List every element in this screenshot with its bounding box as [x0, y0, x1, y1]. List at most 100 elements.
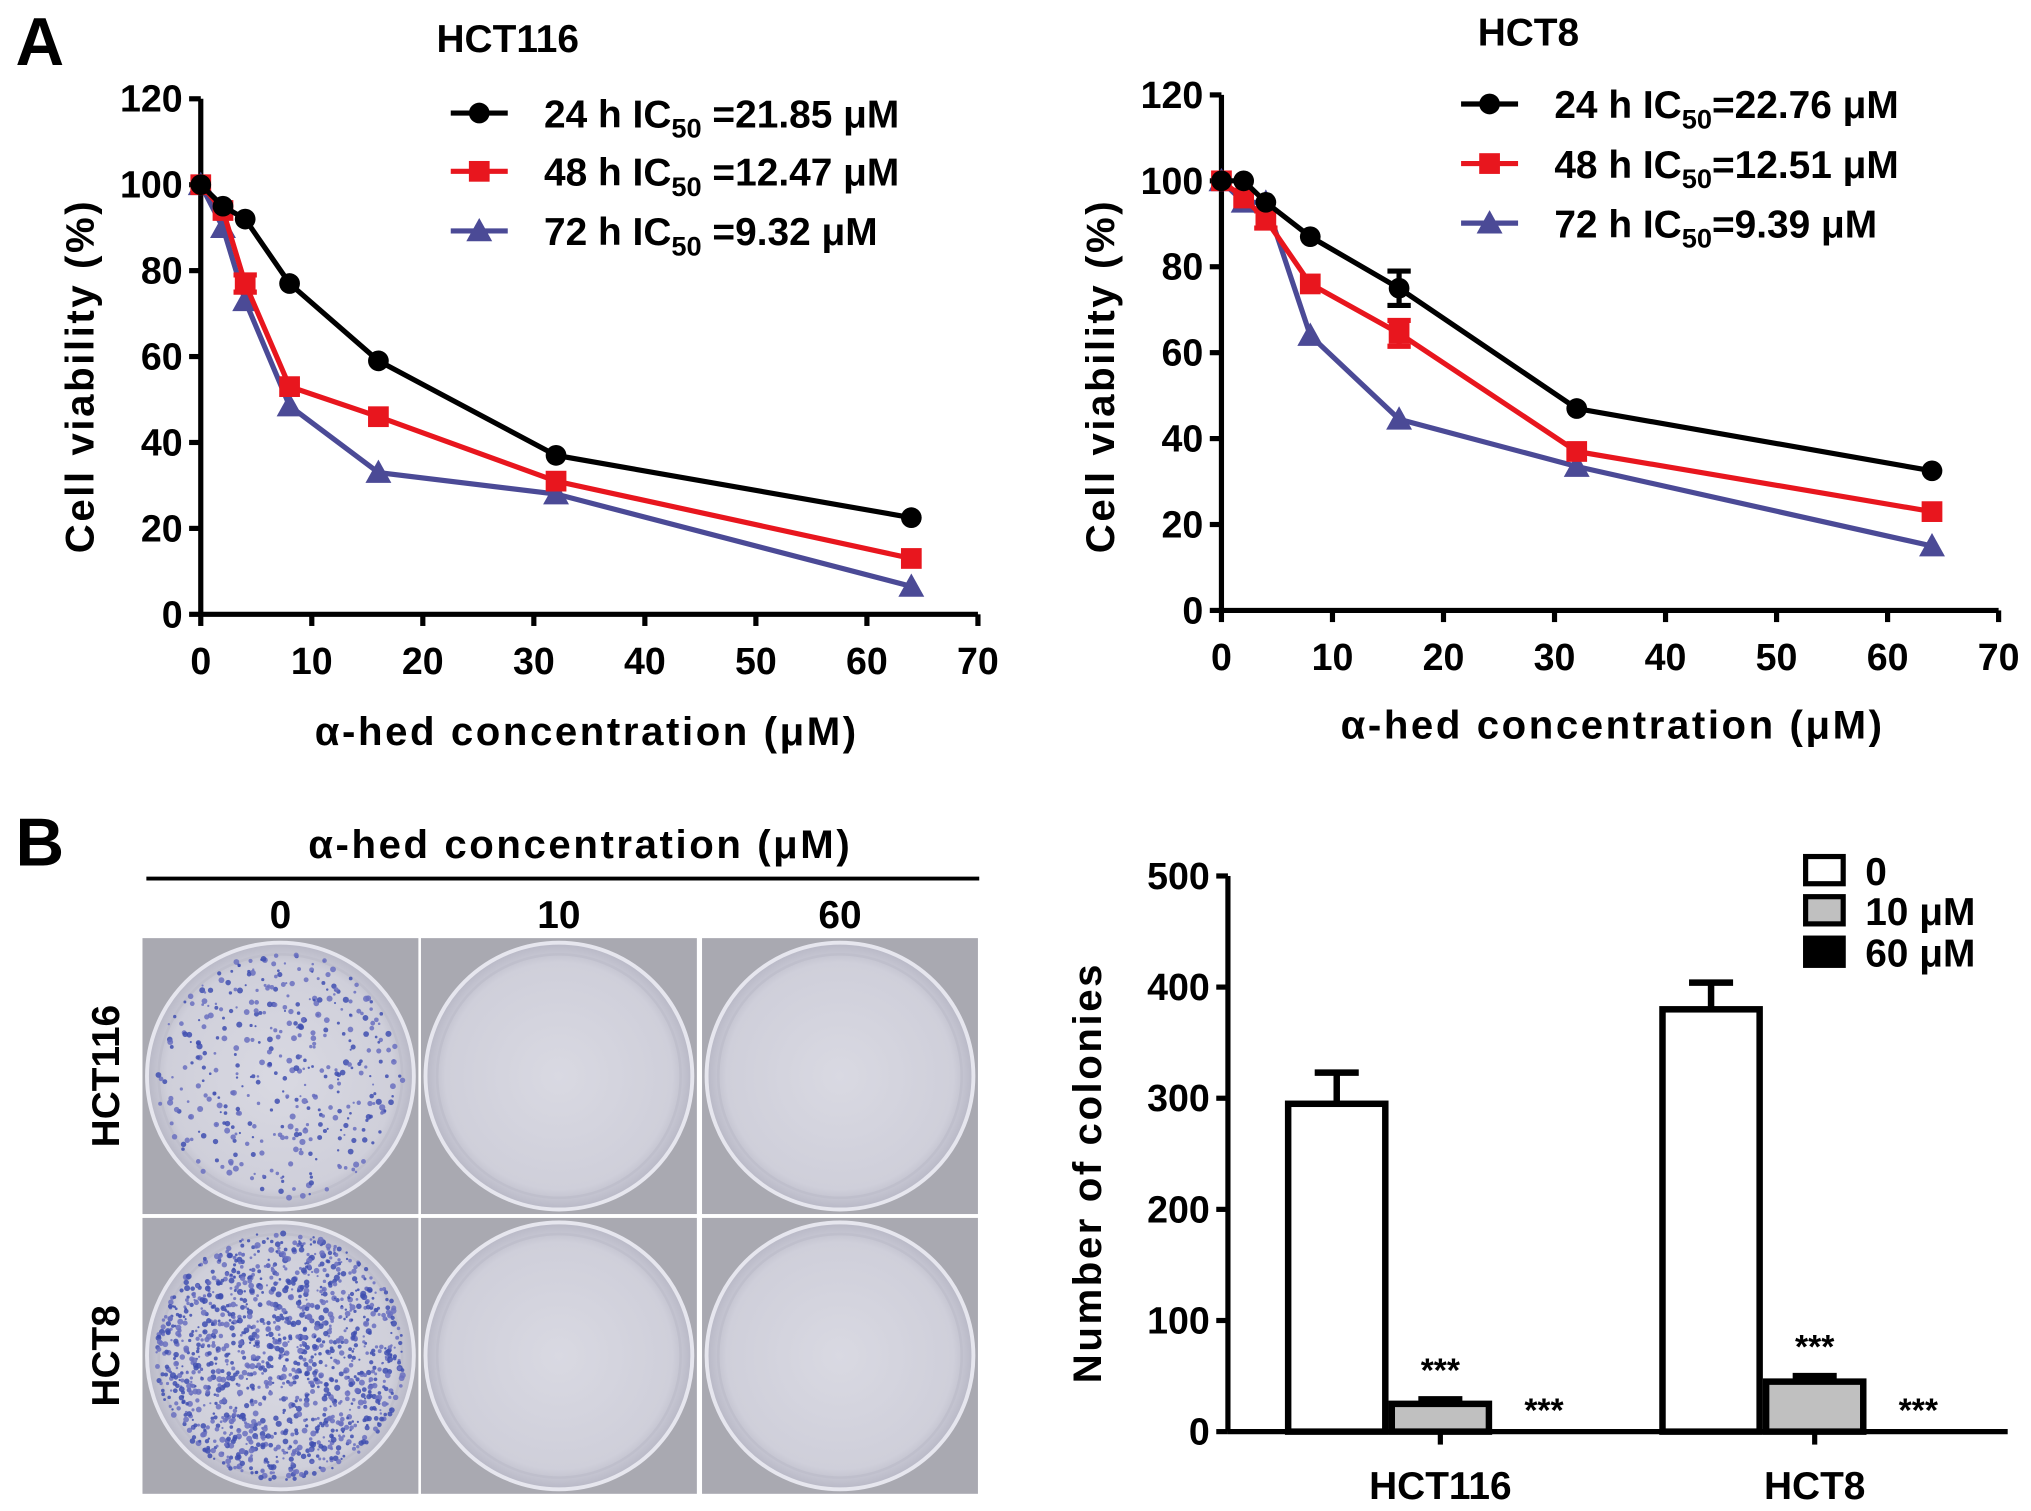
significance-marker: *** [1421, 1352, 1461, 1389]
colony-dot [374, 1017, 379, 1023]
colony-dot [374, 1345, 379, 1349]
x-axis-label: α-hed concentration (μM) [315, 709, 859, 754]
colony-dot [301, 1097, 308, 1105]
colony-dot [369, 1360, 374, 1365]
colony-dot [357, 1264, 360, 1267]
colony-dot [204, 1014, 210, 1020]
colony-dot [174, 1307, 178, 1311]
data-point [368, 406, 389, 428]
colony-dot [304, 1314, 308, 1318]
colony-dot [392, 1059, 396, 1062]
colony-dot [363, 1397, 367, 1400]
legend-prefix: 72 h IC [544, 211, 671, 254]
colony-dot [171, 1134, 178, 1140]
colony-dot [356, 1288, 360, 1292]
colony-dot [283, 1009, 287, 1013]
plate-dish [423, 1220, 695, 1492]
colony-dot [346, 1439, 352, 1445]
data-point [1919, 533, 1945, 557]
colony-dot [233, 1053, 237, 1056]
colony-dot [293, 1021, 298, 1026]
colony-dot [235, 1006, 238, 1009]
colony-dot [251, 1418, 257, 1425]
colony-dot [282, 1341, 289, 1348]
colony-dot [231, 1412, 237, 1418]
colony-dot [292, 1187, 296, 1191]
colony-dot [363, 1267, 369, 1272]
colony-dot [326, 1127, 329, 1130]
data-point [234, 208, 256, 230]
colony-dot [259, 1417, 266, 1424]
colony-dot [305, 1424, 309, 1428]
colony-dot [348, 1362, 354, 1368]
colony-dot [338, 1436, 344, 1442]
legend-prefix: 24 h IC [1554, 84, 1681, 127]
colony-dot [202, 1050, 208, 1056]
colony-dot [362, 1315, 366, 1319]
colony-dot [213, 1052, 217, 1055]
x-tick-label: 30 [1534, 636, 1576, 678]
colony-dot [223, 1111, 228, 1115]
colony-dot [331, 1435, 334, 1438]
colony-dot [281, 1366, 288, 1372]
colony-dot [251, 1324, 256, 1329]
colony-dot [300, 1244, 304, 1248]
colony-dot [317, 1448, 320, 1451]
colony-dot [267, 1036, 273, 1043]
colony-dot [237, 1349, 241, 1353]
colony-dot [318, 1351, 322, 1356]
colony-dot [182, 1065, 188, 1070]
colony-dot [238, 1448, 245, 1454]
colony-dot [278, 1356, 282, 1360]
colony-dot [361, 1274, 365, 1279]
column-label: 60 [818, 894, 861, 937]
colony-dot [322, 1406, 328, 1412]
colony-dot [253, 1253, 257, 1256]
colony-dot [280, 1135, 286, 1141]
colony-dot [284, 1396, 289, 1400]
colony-dot [397, 1360, 402, 1365]
colony-dot [161, 1392, 166, 1397]
legend-label: 72 h IC50 =9.32 μM [544, 211, 878, 261]
colony-dot [228, 1466, 233, 1471]
colony-dot [353, 1309, 357, 1314]
colony-dot [251, 1272, 255, 1277]
colony-dot [285, 1096, 289, 1099]
colony-dot [284, 1267, 288, 1271]
colony-dot [348, 999, 353, 1004]
colony-dot [207, 987, 214, 993]
data-point [1921, 501, 1943, 522]
colony-dot [390, 1315, 395, 1321]
colony-dot [330, 1397, 335, 1402]
colony-dot [265, 1284, 269, 1287]
colony-dot [256, 1294, 260, 1298]
colony-dot [257, 1269, 262, 1274]
colony-dot [255, 1079, 261, 1085]
colony-dot [346, 1416, 350, 1420]
colony-dot [184, 1285, 191, 1292]
colony-dot [318, 1122, 323, 1127]
colony-dot [266, 1460, 270, 1464]
colony-dot [195, 1406, 202, 1413]
data-point [1386, 406, 1413, 430]
colony-dot [248, 1428, 254, 1434]
colony-dot [315, 1011, 322, 1018]
colony-dot [278, 1305, 283, 1310]
colony-dot [326, 1065, 331, 1070]
colony-dot [343, 1424, 350, 1430]
colony-dot [207, 1453, 213, 1459]
colony-dot [299, 1344, 303, 1347]
colony-dot [353, 1343, 359, 1348]
colony-dot [290, 1432, 295, 1437]
colony-dot [312, 998, 316, 1002]
colony-dot [195, 1336, 200, 1341]
colony-dot [349, 1291, 355, 1297]
colony-dot [295, 1405, 302, 1412]
colony-dot [244, 1305, 247, 1309]
colony-dot [217, 1371, 220, 1374]
colony-dot [336, 1090, 340, 1094]
colony-dot [390, 1391, 394, 1395]
colony-dot [203, 991, 207, 994]
colony-dot [177, 1328, 182, 1333]
colony-dot [392, 1043, 398, 1050]
